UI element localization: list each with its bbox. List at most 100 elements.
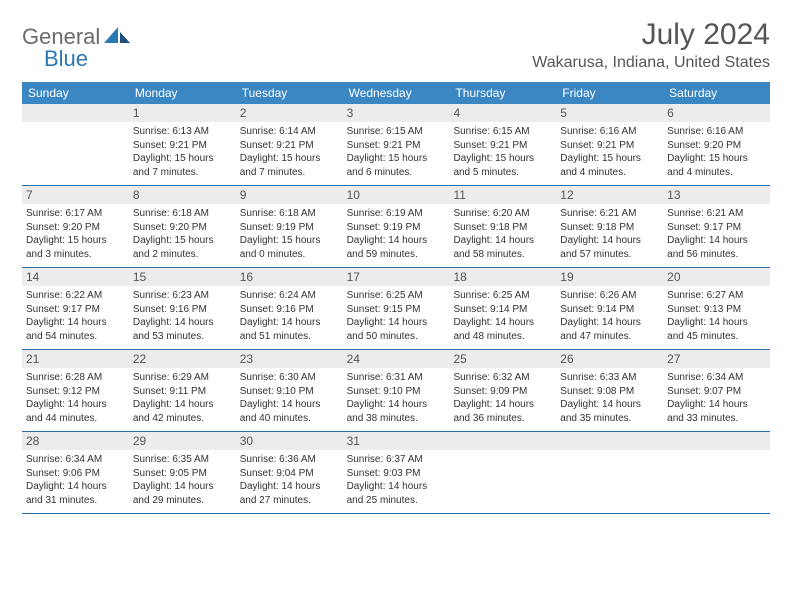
sunset-text: Sunset: 9:05 PM — [133, 467, 232, 481]
day-info: Sunrise: 6:18 AMSunset: 9:20 PMDaylight:… — [133, 207, 232, 261]
daylight-text-2: and 47 minutes. — [560, 330, 659, 344]
day-info: Sunrise: 6:34 AMSunset: 9:06 PMDaylight:… — [26, 453, 125, 507]
day-info: Sunrise: 6:22 AMSunset: 9:17 PMDaylight:… — [26, 289, 125, 343]
day-info: Sunrise: 6:34 AMSunset: 9:07 PMDaylight:… — [667, 371, 766, 425]
daylight-text-2: and 57 minutes. — [560, 248, 659, 262]
sunrise-text: Sunrise: 6:22 AM — [26, 289, 125, 303]
daylight-text-2: and 58 minutes. — [453, 248, 552, 262]
day-number: 28 — [22, 432, 129, 450]
sunset-text: Sunset: 9:12 PM — [26, 385, 125, 399]
day-cell: 7Sunrise: 6:17 AMSunset: 9:20 PMDaylight… — [22, 186, 129, 267]
day-cell — [449, 432, 556, 513]
day-number: 15 — [129, 268, 236, 286]
sunrise-text: Sunrise: 6:21 AM — [560, 207, 659, 221]
calendar-row: 1 Sunrise: 6:13 AMSunset: 9:21 PMDaylight… — [22, 104, 770, 186]
page-header: General July 2024 Wakarusa, Indiana, Uni… — [22, 18, 770, 72]
daylight-text-2: and 36 minutes. — [453, 412, 552, 426]
weekday-header: Sunday — [22, 82, 129, 104]
daylight-text-1: Daylight: 14 hours — [26, 480, 125, 494]
daylight-text-2: and 25 minutes. — [347, 494, 446, 508]
weekday-header: Wednesday — [343, 82, 450, 104]
daylight-text-2: and 4 minutes. — [667, 166, 766, 180]
daylight-text-2: and 2 minutes. — [133, 248, 232, 262]
sunrise-text: Sunrise: 6:36 AM — [240, 453, 339, 467]
daylight-text-2: and 7 minutes. — [240, 166, 339, 180]
day-info: Sunrise: 6:20 AMSunset: 9:18 PMDaylight:… — [453, 207, 552, 261]
day-info: Sunrise: 6:31 AMSunset: 9:10 PMDaylight:… — [347, 371, 446, 425]
daylight-text-2: and 54 minutes. — [26, 330, 125, 344]
sunset-text: Sunset: 9:10 PM — [240, 385, 339, 399]
day-info: Sunrise: 6:33 AMSunset: 9:08 PMDaylight:… — [560, 371, 659, 425]
daylight-text-1: Daylight: 14 hours — [26, 316, 125, 330]
sunset-text: Sunset: 9:18 PM — [453, 221, 552, 235]
day-cell: 21Sunrise: 6:28 AMSunset: 9:12 PMDayligh… — [22, 350, 129, 431]
day-number: 1 — [129, 104, 236, 122]
daylight-text-2: and 0 minutes. — [240, 248, 339, 262]
daylight-text-1: Daylight: 14 hours — [133, 398, 232, 412]
daylight-text-2: and 50 minutes. — [347, 330, 446, 344]
day-number: 5 — [556, 104, 663, 122]
daylight-text-2: and 56 minutes. — [667, 248, 766, 262]
sunset-text: Sunset: 9:21 PM — [133, 139, 232, 153]
day-cell: 13Sunrise: 6:21 AMSunset: 9:17 PMDayligh… — [663, 186, 770, 267]
sunset-text: Sunset: 9:21 PM — [453, 139, 552, 153]
location-text: Wakarusa, Indiana, United States — [532, 54, 770, 72]
day-info: Sunrise: 6:21 AMSunset: 9:18 PMDaylight:… — [560, 207, 659, 261]
day-number: 21 — [22, 350, 129, 368]
calendar-row: 21 Sunrise: 6:28 AMSunset: 9:12 PM Dayligh… — [22, 350, 770, 432]
brand-sail-icon — [104, 25, 130, 50]
sunset-text: Sunset: 9:17 PM — [26, 303, 125, 317]
sunrise-text: Sunrise: 6:26 AM — [560, 289, 659, 303]
daylight-text-1: Daylight: 14 hours — [347, 316, 446, 330]
daylight-text-2: and 40 minutes. — [240, 412, 339, 426]
sunrise-text: Sunrise: 6:28 AM — [26, 371, 125, 385]
day-info: Sunrise: 6:25 AMSunset: 9:14 PMDaylight:… — [453, 289, 552, 343]
daylight-text-1: Daylight: 14 hours — [560, 398, 659, 412]
day-cell: 18 Sunrise: 6:25 AMSunset: 9:14 PMDayligh… — [449, 268, 556, 349]
sunrise-text: Sunrise: 6:25 AM — [453, 289, 552, 303]
day-cell — [22, 104, 129, 185]
day-number: 24 — [343, 350, 450, 368]
daylight-text-1: Daylight: 15 hours — [347, 152, 446, 166]
day-info: Sunrise: 6:29 AMSunset: 9:11 PMDaylight:… — [133, 371, 232, 425]
day-info: Sunrise: 6:18 AMSunset: 9:19 PMDaylight:… — [240, 207, 339, 261]
day-info: Sunrise: 6:37 AMSunset: 9:03 PMDaylight:… — [347, 453, 446, 507]
daylight-text-1: Daylight: 14 hours — [667, 234, 766, 248]
day-cell: 14 Sunrise: 6:22 AMSunset: 9:17 PMDayligh… — [22, 268, 129, 349]
sunrise-text: Sunrise: 6:16 AM — [667, 125, 766, 139]
calendar-row: 14Sunrise: 6:22 AMSunset: 9:17 PMDayligh… — [22, 268, 770, 350]
sunset-text: Sunset: 9:20 PM — [133, 221, 232, 235]
day-number: 13 — [663, 186, 770, 204]
day-number: 14 — [22, 268, 129, 286]
sunrise-text: Sunrise: 6:15 AM — [347, 125, 446, 139]
sunset-text: Sunset: 9:13 PM — [667, 303, 766, 317]
daylight-text-1: Daylight: 14 hours — [453, 398, 552, 412]
calendar-row: 7Sunrise: 6:17 AMSunset: 9:20 PMDaylight… — [22, 186, 770, 268]
day-cell: 17Sunrise: 6:25 AMSunset: 9:15 PMDayligh… — [343, 268, 450, 349]
day-number — [556, 432, 663, 450]
month-title: July 2024 — [532, 18, 770, 52]
daylight-text-2: and 35 minutes. — [560, 412, 659, 426]
day-cell: 24 Sunrise: 6:31 AMSunset: 9:10 PMDayligh… — [343, 350, 450, 431]
daylight-text-2: and 31 minutes. — [26, 494, 125, 508]
day-number: 18 — [449, 268, 556, 286]
daylight-text-1: Daylight: 14 hours — [240, 398, 339, 412]
sunrise-text: Sunrise: 6:31 AM — [347, 371, 446, 385]
sunrise-text: Sunrise: 6:37 AM — [347, 453, 446, 467]
daylight-text-1: Daylight: 15 hours — [667, 152, 766, 166]
day-cell: 5Sunrise: 6:16 AMSunset: 9:21 PMDaylight… — [556, 104, 663, 185]
day-number — [449, 432, 556, 450]
calendar-body: 1 Sunrise: 6:13 AMSunset: 9:21 PMDaylight… — [22, 104, 770, 514]
brand-blue-row: Blue — [22, 40, 88, 72]
day-info: Sunrise: 6:13 AMSunset: 9:21 PMDaylight:… — [133, 125, 232, 179]
day-number: 30 — [236, 432, 343, 450]
daylight-text-1: Daylight: 15 hours — [560, 152, 659, 166]
sunrise-text: Sunrise: 6:35 AM — [133, 453, 232, 467]
sunrise-text: Sunrise: 6:34 AM — [667, 371, 766, 385]
day-cell: 30Sunrise: 6:36 AMSunset: 9:04 PMDayligh… — [236, 432, 343, 513]
day-number: 10 — [343, 186, 450, 204]
day-info: Sunrise: 6:35 AMSunset: 9:05 PMDaylight:… — [133, 453, 232, 507]
sunset-text: Sunset: 9:14 PM — [560, 303, 659, 317]
day-number: 25 — [449, 350, 556, 368]
daylight-text-2: and 33 minutes. — [667, 412, 766, 426]
